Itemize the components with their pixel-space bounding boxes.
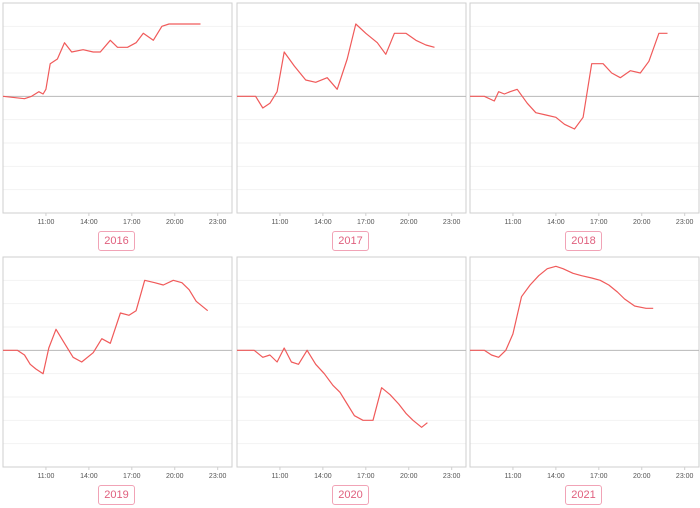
year-badge[interactable]: 2017: [332, 231, 369, 251]
x-tick-label: 14:00: [314, 219, 332, 226]
x-tick-label: 11:00: [271, 473, 288, 480]
year-badge[interactable]: 2016: [98, 231, 135, 251]
x-tick-label: 23:00: [209, 473, 227, 480]
x-tick-label: 14:00: [547, 219, 565, 226]
plot-frame: [236, 256, 467, 468]
x-tick-label: 14:00: [80, 473, 98, 480]
x-tick-label: 14:00: [80, 219, 98, 226]
x-tick-label: 23:00: [676, 219, 694, 226]
plot-frame: [469, 256, 700, 468]
plot-frame: [469, 2, 700, 214]
year-badge-container: 2018: [467, 231, 700, 251]
x-tick-label: 23:00: [443, 473, 461, 480]
x-tick-label: 11:00: [504, 219, 521, 226]
x-tick-label: 11:00: [504, 473, 521, 480]
line-chart-2021: 11:00 14:00 17:00 20:00 23:00: [469, 256, 700, 480]
x-tick-label: 17:00: [357, 473, 375, 480]
plot-frame: [236, 2, 467, 214]
x-tick-label: 14:00: [314, 473, 332, 480]
line-chart-2018: 11:00 14:00 17:00 20:00 23:00: [469, 2, 700, 226]
chart-panel-2017: 11:00 14:00 17:00 20:00 23:00 2017: [234, 0, 467, 254]
x-tick-label: 20:00: [400, 473, 418, 480]
line-chart-2016: 11:00 14:00 17:00 20:00 23:00: [2, 2, 233, 226]
year-badge[interactable]: 2020: [332, 485, 369, 505]
x-tick-label: 17:00: [357, 219, 375, 226]
plot-frame: [2, 2, 233, 214]
chart-panel-2021: 11:00 14:00 17:00 20:00 23:00 2021: [467, 254, 700, 508]
x-tick-label: 17:00: [123, 473, 141, 480]
series-line-2020: [237, 347, 428, 428]
series-line-2016: [2, 23, 201, 100]
series-line-2018: [470, 32, 668, 130]
plot-frame: [2, 256, 233, 468]
series-line-2019: [3, 279, 209, 375]
series-line-2021: [470, 265, 654, 358]
x-tick-label: 17:00: [590, 473, 608, 480]
line-chart-2020: 11:00 14:00 17:00 20:00 23:00: [236, 256, 467, 480]
chart-panel-2018: 11:00 14:00 17:00 20:00 23:00 2018: [467, 0, 700, 254]
line-chart-2019: 11:00 14:00 17:00 20:00 23:00: [2, 256, 233, 480]
year-badge-container: 2016: [0, 231, 233, 251]
x-tick-label: 11:00: [271, 219, 288, 226]
chart-panel-2016: 11:00 14:00 17:00 20:00 23:00 2016: [0, 0, 233, 254]
line-chart-2017: 11:00 14:00 17:00 20:00 23:00: [236, 2, 467, 226]
x-tick-label: 20:00: [400, 219, 418, 226]
x-tick-label: 11:00: [37, 219, 54, 226]
x-tick-label: 20:00: [166, 219, 184, 226]
x-tick-label: 11:00: [37, 473, 54, 480]
x-tick-label: 17:00: [123, 219, 141, 226]
x-tick-label: 23:00: [209, 219, 227, 226]
x-tick-label: 20:00: [166, 473, 184, 480]
year-badge[interactable]: 2018: [565, 231, 602, 251]
x-tick-label: 20:00: [633, 219, 651, 226]
x-tick-label: 23:00: [676, 473, 694, 480]
year-badge-container: 2021: [467, 485, 700, 505]
chart-panel-2020: 11:00 14:00 17:00 20:00 23:00 2020: [234, 254, 467, 508]
year-badge[interactable]: 2019: [98, 485, 135, 505]
year-badge-container: 2019: [0, 485, 233, 505]
x-tick-label: 20:00: [633, 473, 651, 480]
series-line-2017: [237, 23, 435, 109]
x-tick-label: 17:00: [590, 219, 608, 226]
year-badge[interactable]: 2021: [565, 485, 602, 505]
chart-panel-2019: 11:00 14:00 17:00 20:00 23:00 2019: [0, 254, 233, 508]
year-badge-container: 2017: [234, 231, 467, 251]
x-tick-label: 23:00: [443, 219, 461, 226]
year-badge-container: 2020: [234, 485, 467, 505]
x-tick-label: 14:00: [547, 473, 565, 480]
